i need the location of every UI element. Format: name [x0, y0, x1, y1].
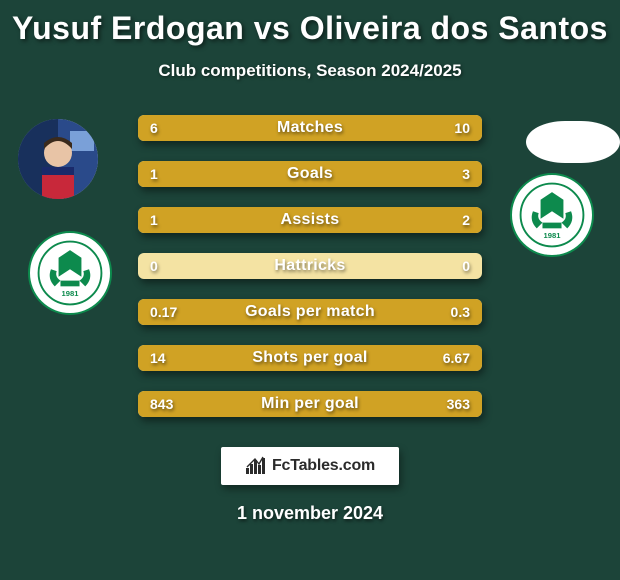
stat-label: Assists — [138, 207, 482, 233]
brand-text: FcTables.com — [272, 457, 375, 475]
stat-label: Min per goal — [138, 391, 482, 417]
player2-avatar — [526, 121, 620, 163]
stat-label: Goals per match — [138, 299, 482, 325]
stat-bars: 610Matches 13Goals 12Assists 00Hattricks 0.1… — [138, 115, 482, 437]
svg-text:1981: 1981 — [62, 289, 80, 298]
stat-label: Hattricks — [138, 253, 482, 279]
player2-club-logo: 1981 — [510, 173, 594, 257]
bars-icon — [245, 456, 267, 476]
page-subtitle: Club competitions, Season 2024/2025 — [0, 61, 620, 81]
comparison-area: 1981 1981 610Matches 13Goals 12Assists 00Ha… — [0, 103, 620, 423]
player1-avatar — [18, 119, 98, 199]
page-title: Yusuf Erdogan vs Oliveira dos Santos — [0, 0, 620, 47]
stat-row: 0.170.3Goals per match — [138, 299, 482, 325]
stat-row: 843363Min per goal — [138, 391, 482, 417]
stat-row: 610Matches — [138, 115, 482, 141]
date: 1 november 2024 — [0, 503, 620, 524]
player1-club-logo: 1981 — [28, 231, 112, 315]
svg-text:1981: 1981 — [544, 231, 562, 240]
stat-row: 00Hattricks — [138, 253, 482, 279]
stat-label: Goals — [138, 161, 482, 187]
stat-row: 13Goals — [138, 161, 482, 187]
stat-label: Matches — [138, 115, 482, 141]
brand-badge: FcTables.com — [221, 447, 399, 485]
stat-label: Shots per goal — [138, 345, 482, 371]
stat-row: 146.67Shots per goal — [138, 345, 482, 371]
stat-row: 12Assists — [138, 207, 482, 233]
